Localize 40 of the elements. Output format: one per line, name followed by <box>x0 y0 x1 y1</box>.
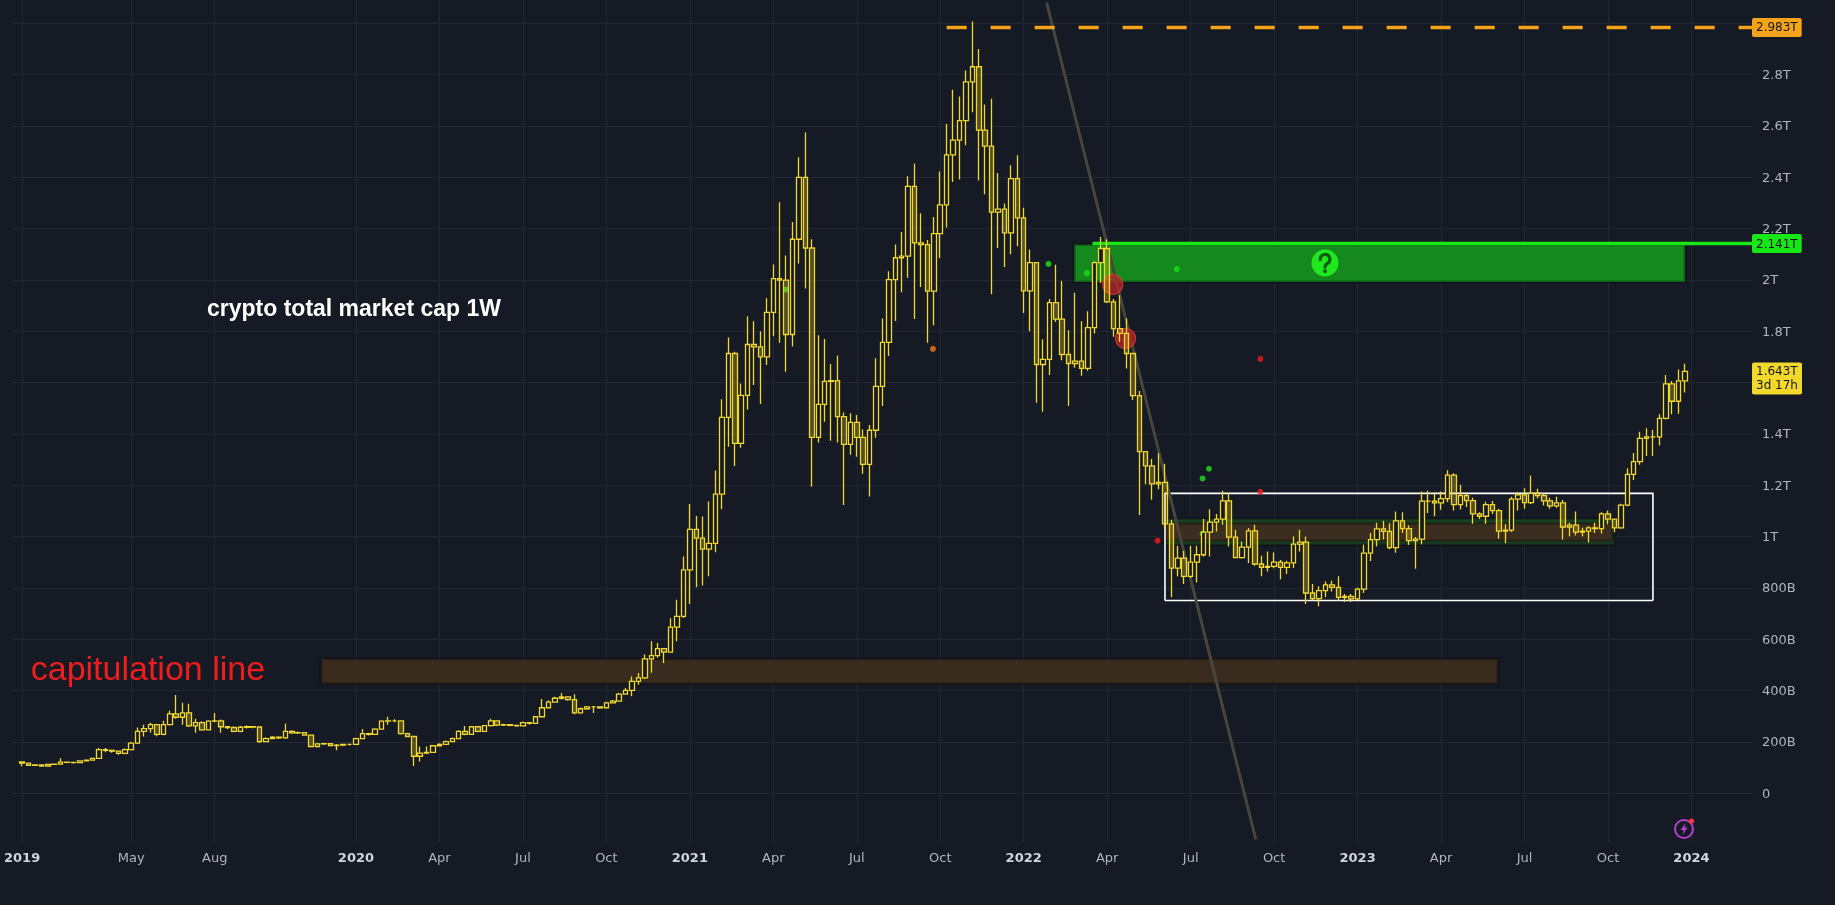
y-tick-label: 1T <box>1762 529 1779 545</box>
x-tick-label: Jul <box>847 850 865 865</box>
x-tick-label: Oct <box>595 850 618 865</box>
x-tick-label: Oct <box>1262 850 1286 865</box>
y-tick-label: 2.2T <box>1762 220 1791 236</box>
text: 1.643T <box>1756 364 1799 379</box>
x-tick-label: Apr <box>1429 850 1453 865</box>
x-tick-label: May <box>117 850 145 865</box>
y-tick-label: 400B <box>1762 683 1796 699</box>
x-tick-label: Apr <box>1095 850 1120 865</box>
y-tick-label: 600B <box>1762 631 1796 647</box>
y-tick-label: 2.8T <box>1762 66 1791 82</box>
x-tick-label: 2023 <box>1339 850 1376 865</box>
x-tick-label: 2021 <box>671 850 708 865</box>
x-tick-label: Apr <box>428 850 452 865</box>
data-label: 2.141T <box>1756 236 1799 251</box>
y-tick-label: 2T <box>1762 272 1779 288</box>
text: 3d 17h <box>1756 378 1798 393</box>
y-tick-label: 0 <box>1762 785 1771 801</box>
x-tick-label: Jul <box>1181 850 1199 865</box>
x-tick-label: Apr <box>762 850 786 865</box>
y-tick-label: 1.4T <box>1762 426 1791 442</box>
y-tick-label: 800B <box>1762 580 1796 596</box>
x-tick-label: 2022 <box>1005 850 1042 865</box>
x-tick-label: Oct <box>1596 850 1620 865</box>
y-tick-label: 2.4T <box>1762 169 1791 185</box>
data-label: 2.983T <box>1756 20 1799 35</box>
x-tick-label: Aug <box>202 850 228 865</box>
y-tick-label: 1.8T <box>1762 323 1791 339</box>
x-tick-label: Jul <box>1515 850 1533 865</box>
x-tick-label: Jul <box>514 850 531 865</box>
x-tick-label: Oct <box>929 850 952 865</box>
x-tick-label: 2024 <box>1673 850 1710 865</box>
y-tick-label: 1.2T <box>1762 477 1791 493</box>
x-tick-label: 2020 <box>337 850 375 865</box>
annotation: capitulation line <box>30 649 266 688</box>
x-tick-label: 2019 <box>4 850 41 865</box>
y-tick-label: 200B <box>1762 734 1796 750</box>
y-tick-label: 2.6T <box>1762 118 1791 134</box>
text: crypto total market cap 1W <box>207 294 502 321</box>
